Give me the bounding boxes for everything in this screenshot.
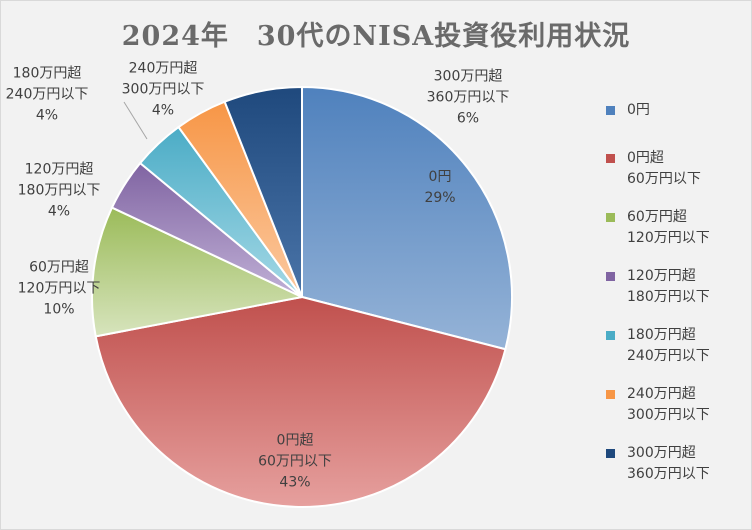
pie-slice bbox=[223, 85, 303, 298]
data-label-line: 0円 bbox=[428, 169, 452, 185]
legend-swatch bbox=[606, 390, 615, 399]
data-label-line: 10% bbox=[43, 301, 75, 318]
legend-label-line: 240万円以下 bbox=[627, 348, 710, 364]
pie-slice bbox=[91, 206, 306, 338]
data-label: 300万円超 360万円以下 6% bbox=[427, 67, 510, 130]
data-label-line: 6% bbox=[456, 110, 480, 127]
data-label: 180万円超 240万円以下 4% bbox=[6, 64, 89, 127]
data-label-line: 300万円超 bbox=[433, 68, 503, 85]
legend-label-line: 300万円超 bbox=[627, 445, 696, 461]
legend-label-line: 180万円以下 bbox=[627, 289, 710, 305]
data-label-line: 4% bbox=[47, 203, 71, 220]
legend-label-line: 60万円以下 bbox=[627, 171, 701, 187]
legend-label: 0円超 60万円以下 bbox=[627, 148, 701, 190]
data-label-line: 60万円超 bbox=[29, 259, 89, 276]
data-label-line: 0円超 bbox=[276, 432, 314, 449]
legend-swatch bbox=[606, 213, 615, 222]
pie-slice bbox=[301, 85, 513, 351]
data-label-line: 120万円超 bbox=[24, 161, 94, 178]
legend-swatch bbox=[606, 106, 615, 115]
leader-line bbox=[123, 101, 148, 140]
legend-swatch bbox=[606, 449, 615, 458]
legend-label: 120万円超 180万円以下 bbox=[627, 266, 710, 308]
legend-label: 300万円超 360万円以下 bbox=[627, 443, 710, 485]
legend-label-line: 120万円以下 bbox=[627, 230, 710, 246]
data-label-line: 180万円超 bbox=[12, 65, 82, 82]
data-label-line: 29% bbox=[424, 190, 456, 206]
pie-slice bbox=[94, 295, 507, 508]
data-label-line: 240万円以下 bbox=[5, 86, 89, 103]
legend-label-line: 0円 bbox=[627, 102, 650, 118]
data-label-line: 4% bbox=[151, 102, 175, 119]
data-label-line: 360万円以下 bbox=[426, 89, 510, 106]
legend-label-line: 120万円超 bbox=[627, 268, 696, 284]
legend-swatch bbox=[606, 272, 615, 281]
legend-swatch bbox=[606, 331, 615, 340]
legend-label-line: 360万円以下 bbox=[627, 466, 710, 482]
data-label-line: 180万円以下 bbox=[17, 182, 101, 199]
data-label-line: 4% bbox=[35, 107, 59, 124]
legend-label: 60万円超 120万円以下 bbox=[627, 207, 710, 249]
data-label: 0円 29% bbox=[424, 167, 455, 209]
legend-swatch bbox=[606, 154, 615, 163]
data-label: 60万円超 120万円以下 10% bbox=[18, 258, 101, 321]
legend-label: 180万円超 240万円以下 bbox=[627, 325, 710, 367]
data-label-line: 60万円以下 bbox=[258, 453, 332, 470]
legend-label: 0円 bbox=[627, 100, 650, 121]
data-label-line: 120万円以下 bbox=[17, 280, 101, 297]
legend-label-line: 60万円超 bbox=[627, 209, 687, 225]
legend-label-line: 0円超 bbox=[627, 150, 664, 166]
data-label: 240万円超 300万円以下 4% bbox=[122, 59, 205, 122]
legend-label-line: 180万円超 bbox=[627, 327, 696, 343]
legend-label-line: 240万円超 bbox=[627, 386, 696, 402]
legend-label: 240万円超 300万円以下 bbox=[627, 384, 710, 426]
data-label-line: 300万円以下 bbox=[121, 81, 205, 98]
data-label: 120万円超 180万円以下 4% bbox=[18, 160, 101, 223]
legend-label-line: 300万円以下 bbox=[627, 407, 710, 423]
data-label: 0円超 60万円以下 43% bbox=[258, 431, 332, 494]
data-label-line: 43% bbox=[279, 474, 311, 491]
data-label-line: 240万円超 bbox=[128, 60, 198, 77]
chart-title: 2024年 30代のNISA投資役利用状況 bbox=[121, 21, 631, 52]
